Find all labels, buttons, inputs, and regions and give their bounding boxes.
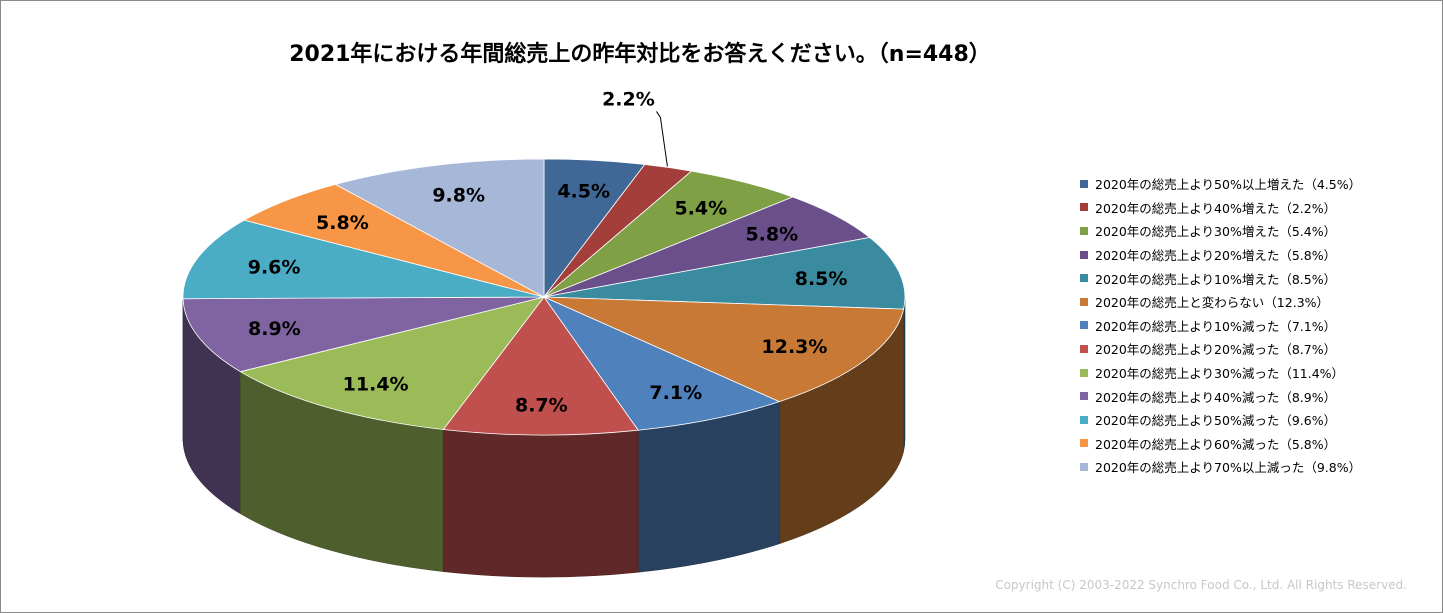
pie-slice-6: [543, 296, 905, 403]
legend-swatch-4: [1080, 250, 1088, 259]
legend-swatch-9: [1080, 368, 1088, 377]
legend-swatch-10: [1080, 392, 1088, 401]
legend-label-11: 2020年の総売上より50%減った（9.6%）: [1095, 413, 1337, 429]
data-label-5: 8.5%: [795, 268, 848, 290]
data-label-2: 2.2%: [602, 88, 655, 110]
legend-label-5: 2020年の総売上より10%増えた（8.5%）: [1095, 271, 1337, 287]
legend-item-4: 2020年の総売上より20%増えた（5.8%）: [1080, 243, 1420, 267]
legend-item-6: 2020年の総売上と変わらない（12.3%）: [1080, 290, 1420, 314]
pie-slice-10: [182, 296, 545, 373]
legend-swatch-11: [1080, 415, 1088, 424]
data-label-13: 9.8%: [432, 184, 485, 206]
pie-slice-11: [182, 219, 545, 300]
pie-slice-side-8: [442, 429, 639, 578]
legend-item-13: 2020年の総売上より70%以上減った（9.8%）: [1080, 455, 1420, 479]
leader-line-2: [656, 111, 668, 167]
pie-slice-5: [543, 237, 906, 310]
pie-slice-4: [543, 196, 871, 298]
legend-label-3: 2020年の総売上より30%増えた（5.4%）: [1095, 224, 1337, 240]
legend-label-4: 2020年の総売上より20%増えた（5.8%）: [1095, 248, 1337, 264]
legend-label-13: 2020年の総売上より70%以上減った（9.8%）: [1095, 460, 1362, 476]
legend-item-1: 2020年の総売上より50%以上増えた（4.5%）: [1080, 172, 1420, 196]
legend-item-2: 2020年の総売上より40%増えた（2.2%）: [1080, 196, 1420, 220]
pie-slice-7: [542, 296, 781, 431]
legend-label-12: 2020年の総売上より60%減った（5.8%）: [1095, 436, 1337, 452]
legend-swatch-6: [1080, 297, 1088, 306]
legend-item-5: 2020年の総売上より10%増えた（8.5%）: [1080, 266, 1420, 290]
data-label-6: 12.3%: [762, 336, 828, 358]
legend-swatch-5: [1080, 274, 1088, 283]
legend-item-9: 2020年の総売上より30%減った（11.4%）: [1080, 361, 1420, 385]
pie-slice-9: [239, 296, 546, 430]
data-label-11: 9.6%: [248, 256, 301, 278]
data-label-7: 7.1%: [649, 382, 702, 404]
legend-item-3: 2020年の総売上より30%増えた（5.4%）: [1080, 219, 1420, 243]
legend-label-9: 2020年の総売上より30%減った（11.4%）: [1095, 366, 1345, 382]
data-label-4: 5.8%: [745, 224, 798, 246]
legend-label-10: 2020年の総売上より40%減った（8.9%）: [1095, 389, 1337, 405]
legend-label-6: 2020年の総売上と変わらない（12.3%）: [1095, 295, 1330, 311]
legend-swatch-13: [1080, 462, 1088, 471]
chart-title: 2021年における年間総売上の昨年対比をお答えください。（n=448）: [289, 42, 991, 67]
legend-label-1: 2020年の総売上より50%以上増えた（4.5%）: [1095, 177, 1362, 193]
pie-slice-8: [442, 296, 639, 436]
data-label-8: 8.7%: [515, 395, 568, 417]
legend-item-7: 2020年の総売上より10%減った（7.1%）: [1080, 314, 1420, 338]
legend-swatch-2: [1080, 203, 1088, 212]
legend-label-7: 2020年の総売上より10%減った（7.1%）: [1095, 318, 1337, 334]
legend: 2020年の総売上より50%以上増えた（4.5%） 2020年の総売上より40%増…: [1080, 172, 1420, 479]
legend-label-2: 2020年の総売上より40%増えた（2.2%）: [1095, 200, 1337, 216]
legend-swatch-7: [1080, 321, 1088, 330]
legend-swatch-3: [1080, 226, 1088, 235]
legend-label-8: 2020年の総売上より20%減った（8.7%）: [1095, 342, 1337, 358]
legend-item-8: 2020年の総売上より20%減った（8.7%）: [1080, 337, 1420, 361]
data-label-9: 11.4%: [343, 373, 409, 395]
legend-swatch-1: [1080, 179, 1088, 188]
legend-item-12: 2020年の総売上より60%減った（5.8%）: [1080, 432, 1420, 456]
data-label-12: 5.8%: [316, 212, 369, 234]
legend-item-10: 2020年の総売上より40%減った（8.9%）: [1080, 384, 1420, 408]
data-label-1: 4.5%: [557, 180, 610, 202]
pie-slice-12: [243, 183, 545, 298]
legend-swatch-12: [1080, 439, 1088, 448]
pie-slice-13: [334, 158, 545, 298]
data-label-3: 5.4%: [674, 198, 727, 220]
copyright-text: Copyright (C) 2003-2022 Synchro Food Co.…: [995, 578, 1407, 592]
data-label-10: 8.9%: [248, 318, 301, 340]
legend-item-11: 2020年の総売上より50%減った（9.6%）: [1080, 408, 1420, 432]
legend-swatch-8: [1080, 344, 1088, 353]
